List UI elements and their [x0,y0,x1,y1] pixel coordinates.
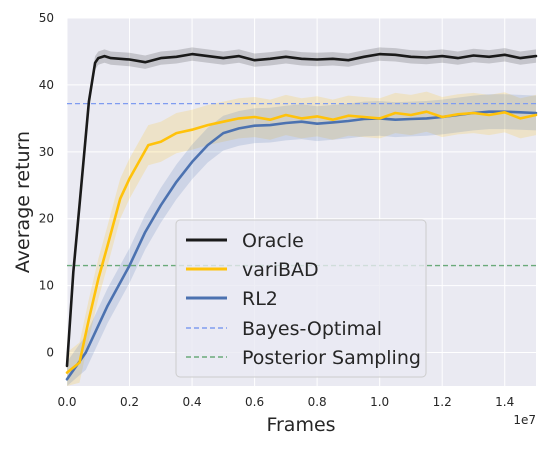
y-tick-label: 30 [39,145,54,159]
x-tick-label: 0.2 [120,395,139,409]
confidence-bands [67,47,536,387]
x-tick-label: 0.4 [183,395,202,409]
legend-label-oracle: Oracle [242,230,304,252]
y-tick-label: 40 [39,78,54,92]
axis-ticks: 0.0 0.2 0.4 0.6 0.8 1.0 1.2 1.4 0 10 20 30 40 50 [39,11,515,409]
legend-label-bayes-optimal: Bayes-Optimal [242,318,382,340]
x-offset-label: 1e7 [513,413,536,427]
legend-label-posterior-sampling: Posterior Sampling [242,347,421,369]
x-tick-label: 0.6 [245,395,264,409]
x-tick-label: 1.2 [433,395,452,409]
series-line-oracle [65,52,538,368]
band-rl2 [67,94,536,387]
x-tick-label: 0.0 [57,395,76,409]
x-tick-label: 1.0 [370,395,389,409]
legend: Oracle variBAD RL2 Bayes-Optimal Posteri… [175,219,427,378]
x-tick-label: 1.4 [495,395,514,409]
series-line-varibad [65,110,538,374]
band-varibad [67,91,536,386]
legend-label-rl2: RL2 [242,288,278,310]
series-lines [65,52,538,381]
x-tick-label: 0.8 [308,395,327,409]
x-axis-label: Frames [266,414,335,436]
y-tick-label: 20 [39,212,54,226]
y-tick-label: 10 [39,279,54,293]
y-axis-label: Average return [12,131,34,273]
legend-label-varibad: variBAD [242,259,319,281]
y-tick-label: 0 [46,346,54,360]
legend-box [175,219,427,378]
y-tick-label: 50 [39,11,54,25]
